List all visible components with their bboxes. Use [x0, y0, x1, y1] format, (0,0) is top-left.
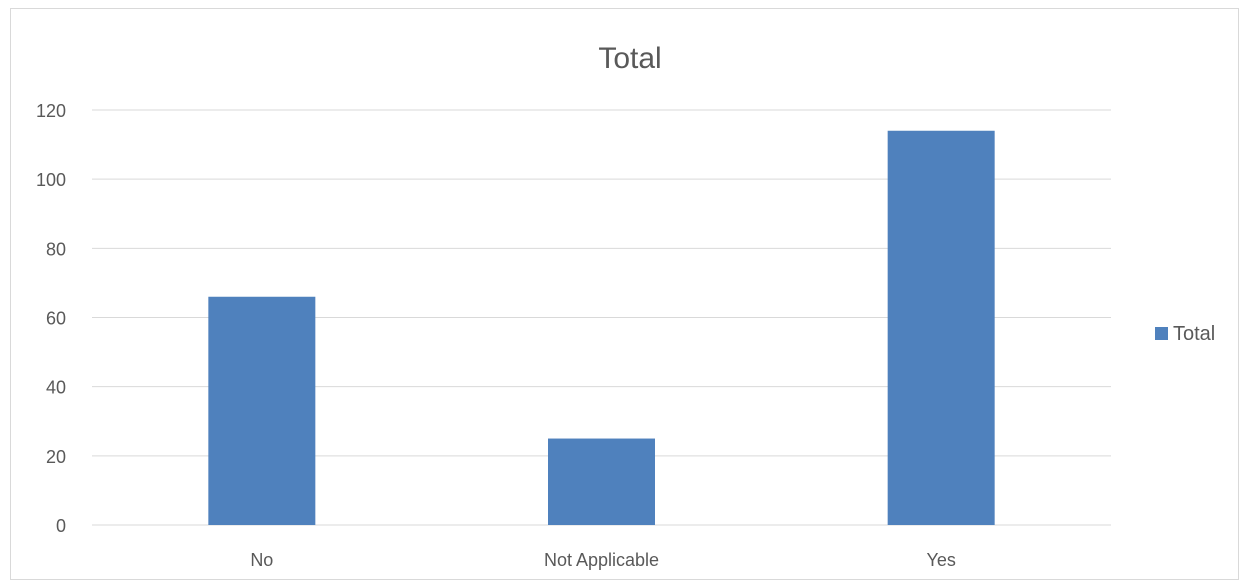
legend-label: Total — [1173, 323, 1215, 345]
x-tick-label: No — [250, 550, 273, 570]
legend: Total — [1155, 323, 1215, 345]
bar-no — [208, 296, 316, 525]
y-tick-label: 40 — [46, 378, 66, 398]
y-axis-ticks: 0 20 40 60 80 100 120 — [36, 101, 66, 536]
y-tick-label: 60 — [46, 309, 66, 329]
chart-title: Total — [598, 42, 661, 75]
y-tick-label: 100 — [36, 170, 66, 190]
y-tick-label: 0 — [56, 516, 66, 536]
y-tick-label: 120 — [36, 101, 66, 121]
x-tick-label: Not Applicable — [544, 550, 659, 570]
x-tick-label: Yes — [926, 550, 955, 570]
bar-not-applicable — [548, 438, 655, 525]
y-tick-label: 80 — [46, 239, 66, 259]
bar-yes — [887, 130, 995, 525]
x-axis-ticks: No Not Applicable Yes — [250, 550, 956, 570]
y-tick-label: 20 — [46, 447, 66, 467]
legend-swatch — [1155, 327, 1168, 340]
bars — [208, 130, 995, 525]
